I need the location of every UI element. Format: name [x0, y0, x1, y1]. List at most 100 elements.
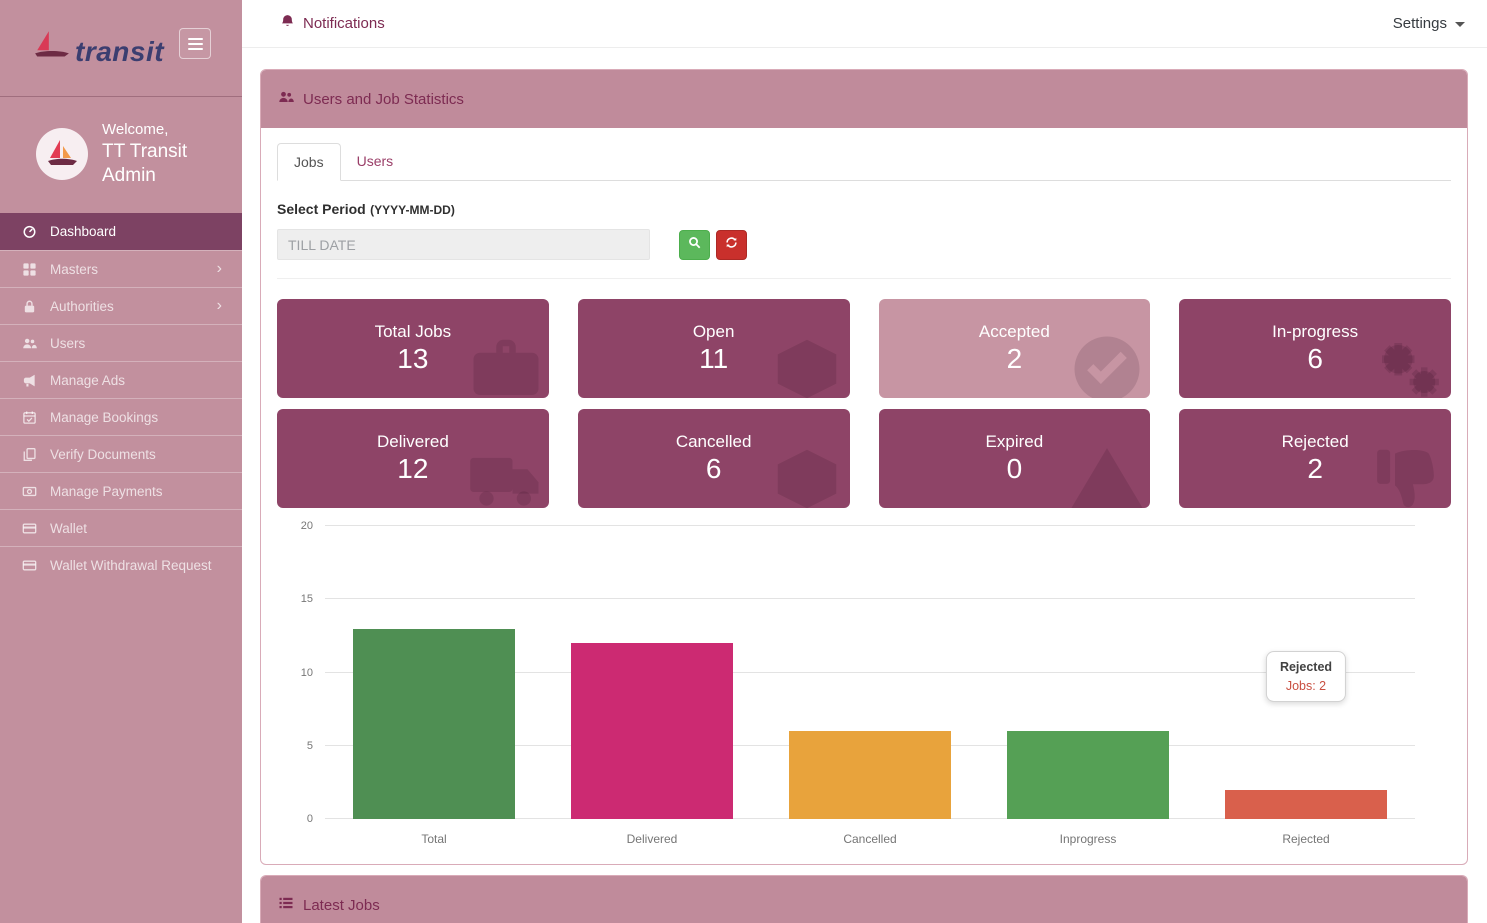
sidebar-item-wallet[interactable]: Wallet [0, 509, 242, 546]
check-circle-icon [1068, 330, 1146, 398]
x-axis-label: Rejected [1282, 832, 1330, 846]
sailboat-logo-icon [33, 29, 71, 68]
sidebar-item-label: Manage Payments [50, 483, 163, 499]
calendar-check-icon [22, 410, 37, 425]
period-filter-row [277, 229, 1451, 260]
stat-card-in-progress: In-progress 6 [1179, 299, 1451, 398]
latest-jobs-header: Latest Jobs [261, 876, 1467, 923]
sidebar-item-manage-ads[interactable]: Manage Ads [0, 361, 242, 398]
stats-panel: Users and Job Statistics Jobs Users Sele… [260, 69, 1468, 865]
stat-card-expired: Expired 0 [878, 409, 1151, 508]
date-format-hint: (YYYY-MM-DD) [370, 203, 455, 217]
tab-users[interactable]: Users [356, 153, 394, 169]
bar-slot-inprogress [979, 526, 1197, 819]
sidebar-toggle-button[interactable] [179, 28, 211, 59]
bar-inprogress[interactable] [1007, 731, 1169, 819]
grid-icon [22, 262, 37, 277]
copy-icon [22, 447, 37, 462]
sailboat-avatar-icon [48, 140, 77, 166]
welcome-name: TT Transit Admin [102, 140, 188, 186]
stat-card-label: Open [692, 322, 735, 341]
gridline [325, 525, 1415, 526]
y-axis-tick: 0 [306, 813, 313, 825]
notifications-button[interactable]: Notifications [280, 14, 385, 33]
credit-card-icon [22, 558, 37, 573]
bar-slot-total [325, 526, 543, 819]
y-axis-tick: 10 [300, 666, 313, 679]
latest-jobs-panel: Latest Jobs [260, 875, 1468, 923]
stat-card-value: 6 [1307, 343, 1323, 374]
refresh-button[interactable] [716, 229, 747, 260]
bar-cancelled[interactable] [789, 731, 951, 819]
chart-x-labels: Total Delivered Cancelled Inprogress Rejecte… [325, 819, 1415, 864]
chevron-right-icon: › [216, 260, 222, 278]
sidebar-item-dashboard[interactable]: Dashboard [0, 213, 242, 251]
y-axis-tick: 5 [306, 739, 313, 752]
stat-card-value: 2 [1307, 453, 1323, 484]
chart-tooltip: Rejected Jobs: 2 [1265, 651, 1347, 702]
sidebar-item-verify-documents[interactable]: Verify Documents [0, 435, 242, 472]
y-axis-tick: 20 [300, 520, 313, 532]
lock-icon [22, 299, 37, 314]
logo-row: transit [0, 0, 242, 97]
bell-icon [280, 14, 295, 33]
stats-panel-body: Jobs Users Select Period (YYYY-MM-DD) [261, 128, 1467, 864]
sidebar-item-label: Manage Ads [50, 372, 126, 388]
gridline [325, 598, 1415, 600]
stat-card-total-jobs: Total Jobs 13 [277, 299, 549, 398]
till-date-input[interactable] [277, 229, 650, 260]
stat-cards: Total Jobs 13 Open 11 Accepted 2 In-progress 6 D… [277, 299, 1451, 508]
warning-icon [1068, 440, 1146, 508]
stat-card-label: Total Jobs [374, 322, 452, 341]
stats-panel-header: Users and Job Statistics [261, 70, 1467, 128]
sync-icon [725, 236, 738, 254]
stats-panel-title: Users and Job Statistics [303, 90, 464, 108]
welcome-greeting: Welcome, [102, 121, 169, 138]
bar-rejected[interactable] [1225, 789, 1387, 819]
welcome-text: Welcome, TT Transit Admin [102, 121, 232, 187]
stat-card-delivered: Delivered 12 [277, 409, 549, 508]
sidebar-item-label: Dashboard [50, 224, 117, 240]
bar-slot-cancelled [761, 526, 979, 819]
period-filter: Select Period (YYYY-MM-DD) [277, 201, 1451, 260]
stat-card-label: In-progress [1272, 322, 1359, 341]
sidebar-item-masters[interactable]: Masters › [0, 250, 242, 287]
settings-label: Settings [1392, 15, 1447, 32]
stat-card-open: Open 11 [577, 299, 850, 398]
sidebar-item-label: Verify Documents [50, 446, 156, 462]
chevron-down-icon [1455, 22, 1465, 27]
sidebar-item-manage-bookings[interactable]: Manage Bookings [0, 398, 242, 435]
app-logo: transit [33, 29, 164, 68]
stat-card-label: Delivered [376, 432, 449, 451]
logo-text: transit [75, 35, 165, 67]
welcome-section: Welcome, TT Transit Admin [0, 97, 242, 213]
sidebar-item-users[interactable]: Users [0, 324, 242, 361]
sidebar-item-authorities[interactable]: Authorities › [0, 287, 242, 324]
sidebar-item-label: Users [50, 335, 86, 351]
jobs-bar-chart: 0 5 10 15 20 Rejected Jobs: 2 Total Delivered Ca… [283, 520, 1441, 864]
bar-total[interactable] [353, 628, 515, 819]
sidebar-item-label: Wallet [50, 520, 88, 536]
settings-dropdown[interactable]: Settings [1393, 15, 1465, 32]
thumbs-down-icon [1369, 440, 1447, 508]
dashboard-icon [22, 224, 37, 239]
latest-jobs-title: Latest Jobs [303, 896, 380, 914]
stat-card-accepted: Accepted 2 [878, 299, 1151, 398]
sidebar-nav: Dashboard Masters › Authorities › Users Manage… [0, 213, 242, 583]
tab-jobs[interactable]: Jobs [277, 143, 341, 181]
stat-card-value: 6 [705, 453, 722, 484]
sidebar-item-manage-payments[interactable]: Manage Payments [0, 472, 242, 509]
sidebar-item-label: Wallet Withdrawal Request [50, 557, 212, 573]
search-button[interactable] [679, 229, 710, 260]
gears-icon [1369, 330, 1447, 398]
stat-card-cancelled: Cancelled 6 [577, 409, 850, 508]
period-filter-label-row: Select Period (YYYY-MM-DD) [277, 201, 1451, 219]
truck-icon [467, 440, 545, 508]
stat-card-label: Cancelled [675, 432, 752, 451]
box-icon [768, 440, 846, 508]
sidebar-item-label: Authorities [50, 298, 114, 314]
sidebar-item-wallet-withdrawal-request[interactable]: Wallet Withdrawal Request [0, 546, 242, 583]
bar-delivered[interactable] [571, 643, 733, 819]
divider [277, 278, 1451, 279]
